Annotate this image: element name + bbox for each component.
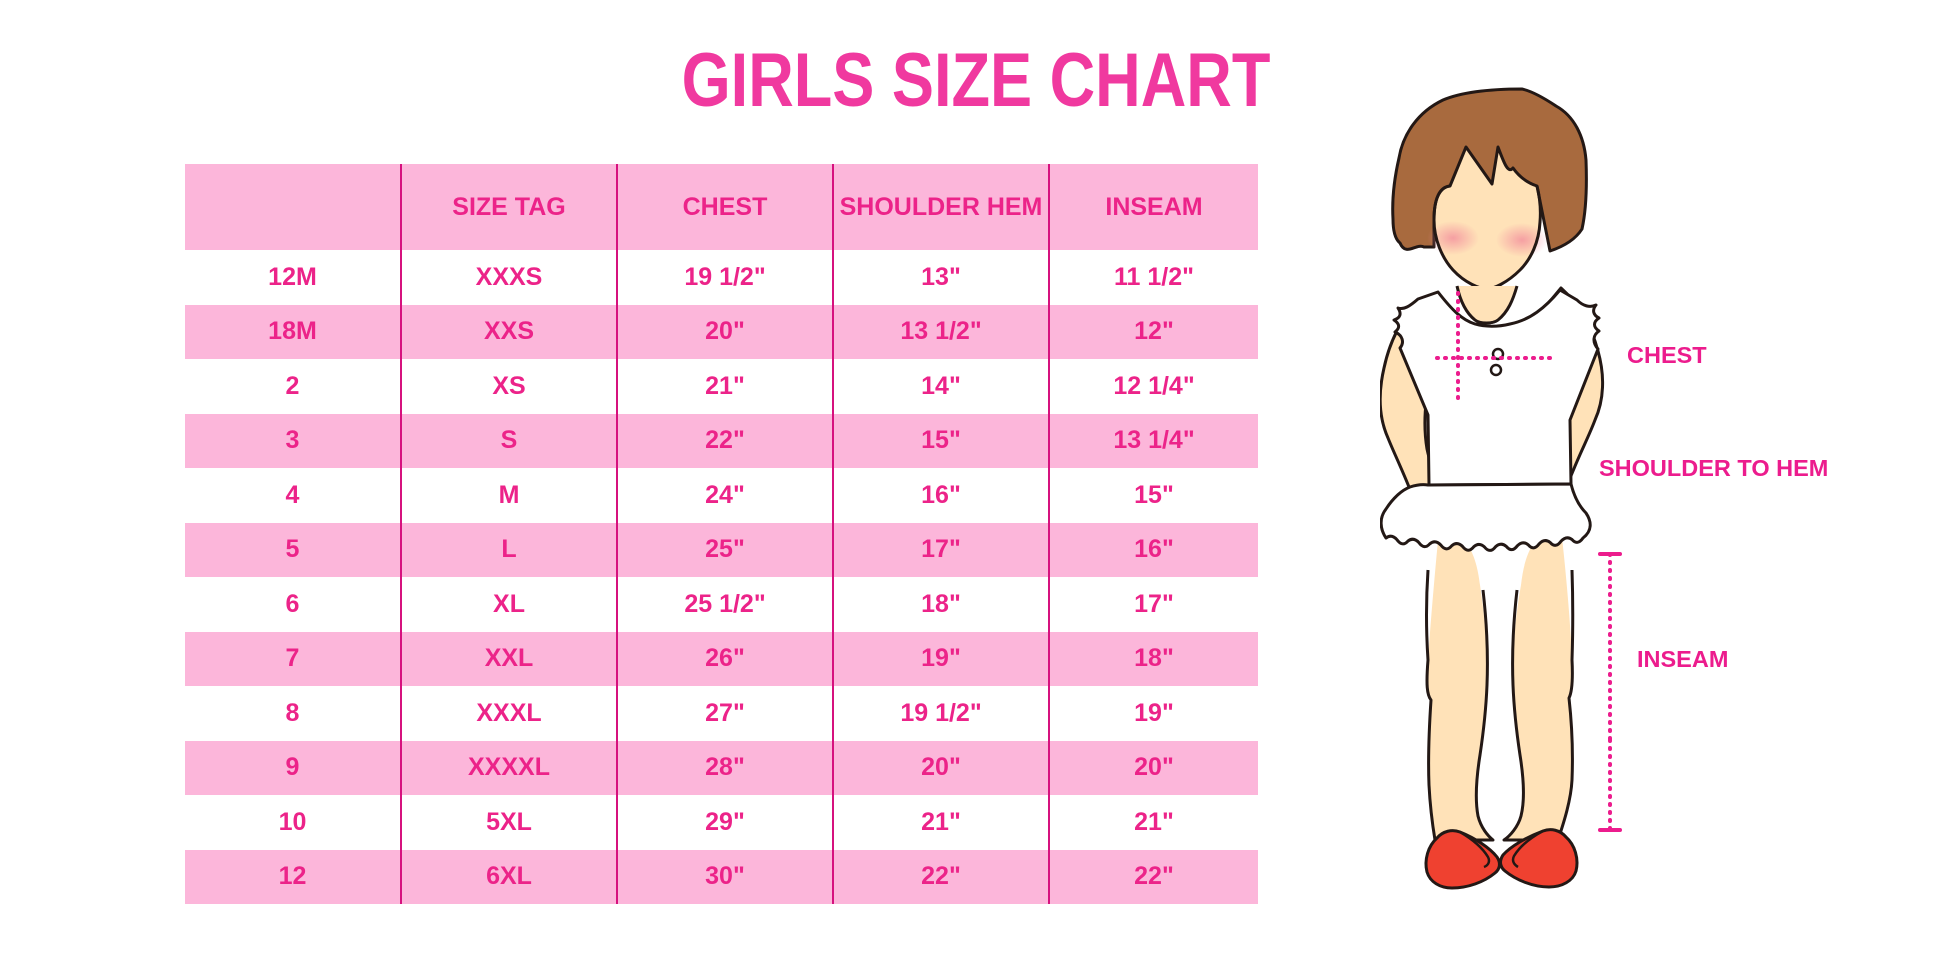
svg-text:SHOULDER TO HEM: SHOULDER TO HEM — [1599, 455, 1828, 481]
svg-text:CHEST: CHEST — [1627, 342, 1707, 368]
svg-text:INSEAM: INSEAM — [1637, 646, 1728, 672]
